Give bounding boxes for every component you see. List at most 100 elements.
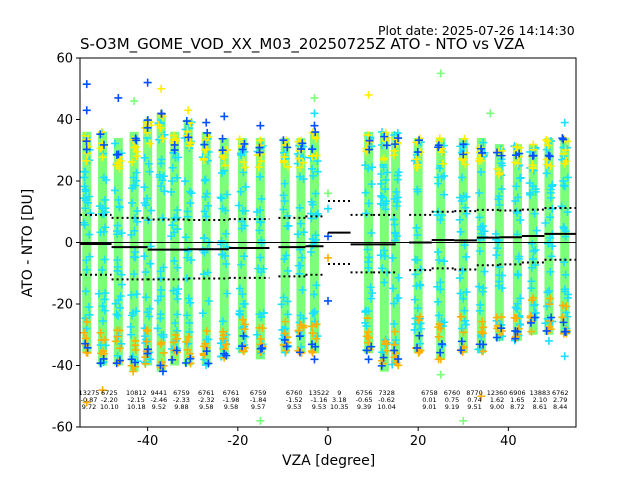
data-point	[492, 251, 501, 260]
data-point	[157, 155, 166, 164]
data-point	[115, 344, 124, 353]
data-point	[96, 341, 105, 350]
data-point	[378, 348, 387, 357]
data-point	[475, 213, 484, 222]
data-point	[480, 267, 489, 276]
data-point	[112, 150, 121, 159]
bin-stat-label: 6760	[444, 389, 461, 397]
bin-stat-label: 8.61	[533, 403, 547, 411]
data-point	[238, 290, 247, 299]
data-point	[235, 309, 244, 318]
data-point	[173, 206, 182, 215]
data-point	[132, 307, 141, 316]
data-point	[390, 228, 399, 237]
data-point	[142, 326, 151, 335]
data-point	[530, 209, 539, 218]
data-point	[531, 187, 540, 196]
outlier-point	[324, 296, 332, 305]
bin-stat-label: 6760	[286, 389, 303, 397]
data-point	[170, 146, 179, 155]
data-point	[390, 346, 399, 355]
data-point	[235, 284, 244, 293]
outlier-point	[82, 398, 91, 407]
data-point	[381, 205, 390, 214]
outlier-point	[310, 109, 319, 118]
outlier-point	[459, 416, 468, 425]
data-point	[389, 299, 398, 308]
data-point	[380, 132, 389, 141]
data-point	[511, 197, 520, 206]
data-point	[239, 168, 248, 177]
data-point	[389, 215, 398, 224]
data-point	[413, 304, 422, 313]
data-point	[282, 251, 291, 260]
data-point	[255, 143, 264, 152]
data-point	[559, 135, 568, 144]
data-point	[563, 208, 572, 217]
data-point	[216, 193, 225, 202]
data-point	[140, 153, 149, 162]
data-point	[85, 252, 94, 261]
data-point	[98, 302, 107, 311]
data-point	[412, 163, 421, 172]
data-point	[259, 308, 268, 317]
data-point	[143, 345, 152, 354]
data-point	[462, 192, 471, 201]
data-point	[186, 298, 195, 307]
data-point	[153, 324, 162, 333]
data-point	[155, 135, 164, 144]
data-point	[115, 202, 124, 211]
outlier-point	[220, 112, 229, 121]
data-point	[142, 337, 151, 346]
outlier-point	[98, 386, 107, 395]
data-point	[383, 346, 392, 355]
data-point	[434, 248, 443, 257]
data-point	[183, 253, 192, 262]
data-point	[455, 274, 464, 283]
data-point	[167, 187, 176, 196]
bin-stat-label: -0.62	[378, 396, 395, 404]
outlier-point	[82, 80, 91, 89]
bin-stat-label: 9.72	[82, 403, 96, 411]
data-point	[363, 314, 372, 323]
data-point	[160, 130, 169, 139]
data-point	[411, 270, 420, 279]
data-point	[294, 154, 303, 163]
data-point	[542, 326, 551, 335]
bin-stat-label: 9.58	[224, 403, 238, 411]
data-point	[218, 317, 227, 326]
data-point	[457, 154, 466, 163]
data-point	[99, 317, 108, 326]
data-point	[479, 323, 488, 332]
data-point	[456, 289, 465, 298]
bin-stat-label: 2.10	[533, 396, 547, 404]
bin-stat-label: -2.15	[128, 396, 145, 404]
data-point	[96, 359, 105, 368]
data-point	[308, 145, 317, 154]
outlier-point	[436, 69, 445, 78]
data-point	[187, 189, 196, 198]
data-point	[560, 182, 569, 191]
data-point	[295, 163, 304, 172]
data-point	[220, 349, 229, 358]
data-point	[295, 332, 304, 341]
bin-stat-label: 9	[337, 389, 341, 397]
data-point	[217, 194, 226, 203]
data-point	[99, 347, 108, 356]
data-point	[279, 191, 288, 200]
data-point	[438, 159, 447, 168]
data-point	[169, 286, 178, 295]
data-point	[218, 134, 227, 143]
data-point	[99, 354, 108, 363]
data-point	[85, 310, 94, 319]
data-point	[284, 221, 293, 230]
data-point	[182, 117, 191, 126]
data-point	[127, 230, 136, 239]
bin-stat-label: 9.57	[251, 403, 265, 411]
data-point	[377, 191, 386, 200]
data-point	[186, 354, 195, 363]
data-point	[563, 173, 572, 182]
bin-stat-label: 1.65	[510, 396, 524, 404]
data-point	[98, 153, 107, 162]
data-point	[158, 134, 167, 143]
